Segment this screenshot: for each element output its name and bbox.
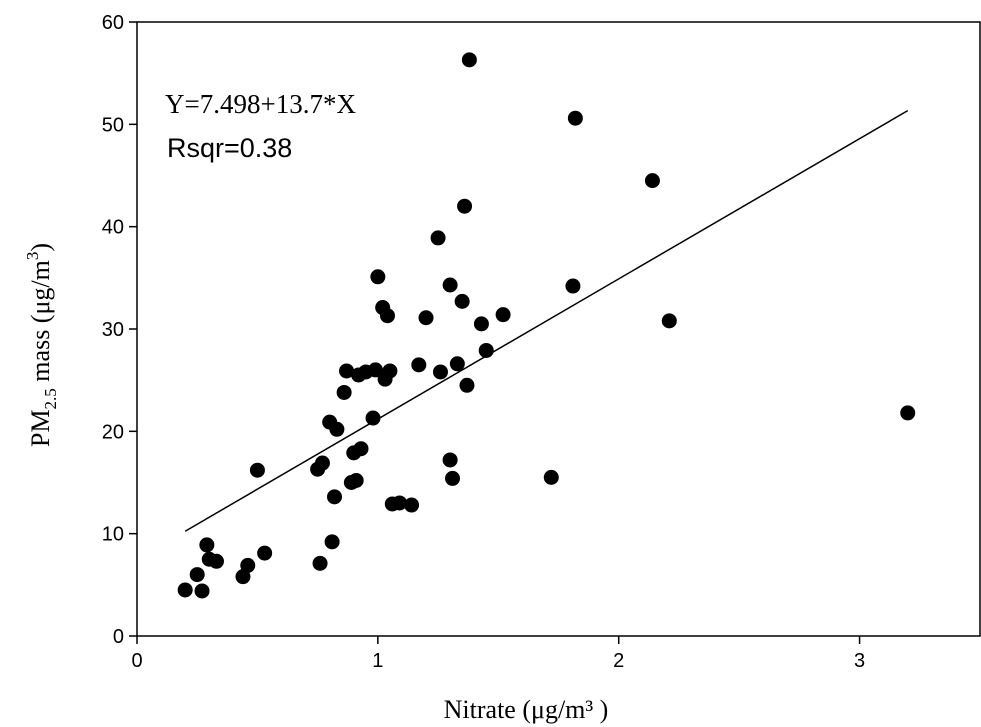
x-axis: 0 1 2 3 <box>131 636 865 672</box>
data-point <box>329 422 344 437</box>
y-axis-title: PM2.5 mass (μg/m3) <box>23 243 60 447</box>
data-point <box>419 310 434 325</box>
data-point <box>209 554 224 569</box>
x-axis-title: Nitrate (μg/m³ ) <box>444 695 609 724</box>
x-tick-label: 0 <box>131 650 142 672</box>
y-title-pre: PM <box>26 409 55 447</box>
data-point <box>178 582 193 597</box>
data-point <box>450 356 465 371</box>
data-point <box>349 473 364 488</box>
x-tick-label: 2 <box>613 650 624 672</box>
data-point <box>240 558 255 573</box>
rsqr-annotation: Rsqr=0.38 <box>167 133 292 163</box>
data-point <box>645 173 660 188</box>
y-title-sup: 3 <box>23 252 42 261</box>
y-tick-label: 50 <box>102 114 124 136</box>
data-point <box>662 313 677 328</box>
x-tick-label: 3 <box>854 650 865 672</box>
y-tick-label: 10 <box>102 524 124 546</box>
data-point <box>250 463 265 478</box>
data-point <box>568 111 583 126</box>
data-point <box>544 470 559 485</box>
data-point <box>315 456 330 471</box>
y-tick-label: 40 <box>102 217 124 239</box>
data-point <box>431 230 446 245</box>
data-point <box>195 583 210 598</box>
data-point <box>433 364 448 379</box>
data-point <box>325 534 340 549</box>
data-point <box>479 343 494 358</box>
data-point <box>380 308 395 323</box>
data-point <box>459 378 474 393</box>
data-point <box>257 546 272 561</box>
data-point <box>462 52 477 67</box>
data-point <box>900 405 915 420</box>
y-tick-label: 20 <box>102 421 124 443</box>
y-tick-label: 30 <box>102 319 124 341</box>
data-point <box>496 307 511 322</box>
data-point <box>370 269 385 284</box>
regression-line <box>185 111 908 532</box>
data-point <box>366 411 381 426</box>
y-title-post: ) <box>26 243 55 252</box>
x-tick-label: 1 <box>372 650 383 672</box>
data-point <box>445 471 460 486</box>
data-point <box>327 489 342 504</box>
data-point <box>199 537 214 552</box>
y-tick-label: 60 <box>102 12 124 34</box>
data-point <box>313 556 328 571</box>
data-point <box>404 498 419 513</box>
y-axis: 0 10 20 30 40 50 60 <box>102 12 137 648</box>
data-point <box>565 279 580 294</box>
y-tick-label: 0 <box>113 626 124 648</box>
y-title-mid: mass (μg/m <box>26 260 55 388</box>
data-point <box>443 452 458 467</box>
data-point <box>353 441 368 456</box>
data-point <box>382 363 397 378</box>
data-point <box>474 316 489 331</box>
y-title-sub: 2.5 <box>41 388 60 409</box>
data-point <box>411 357 426 372</box>
data-point <box>443 277 458 292</box>
data-point <box>457 199 472 214</box>
data-point <box>455 294 470 309</box>
equation-annotation: Y=7.498+13.7*X <box>165 89 356 119</box>
data-point <box>190 567 205 582</box>
data-point <box>337 385 352 400</box>
